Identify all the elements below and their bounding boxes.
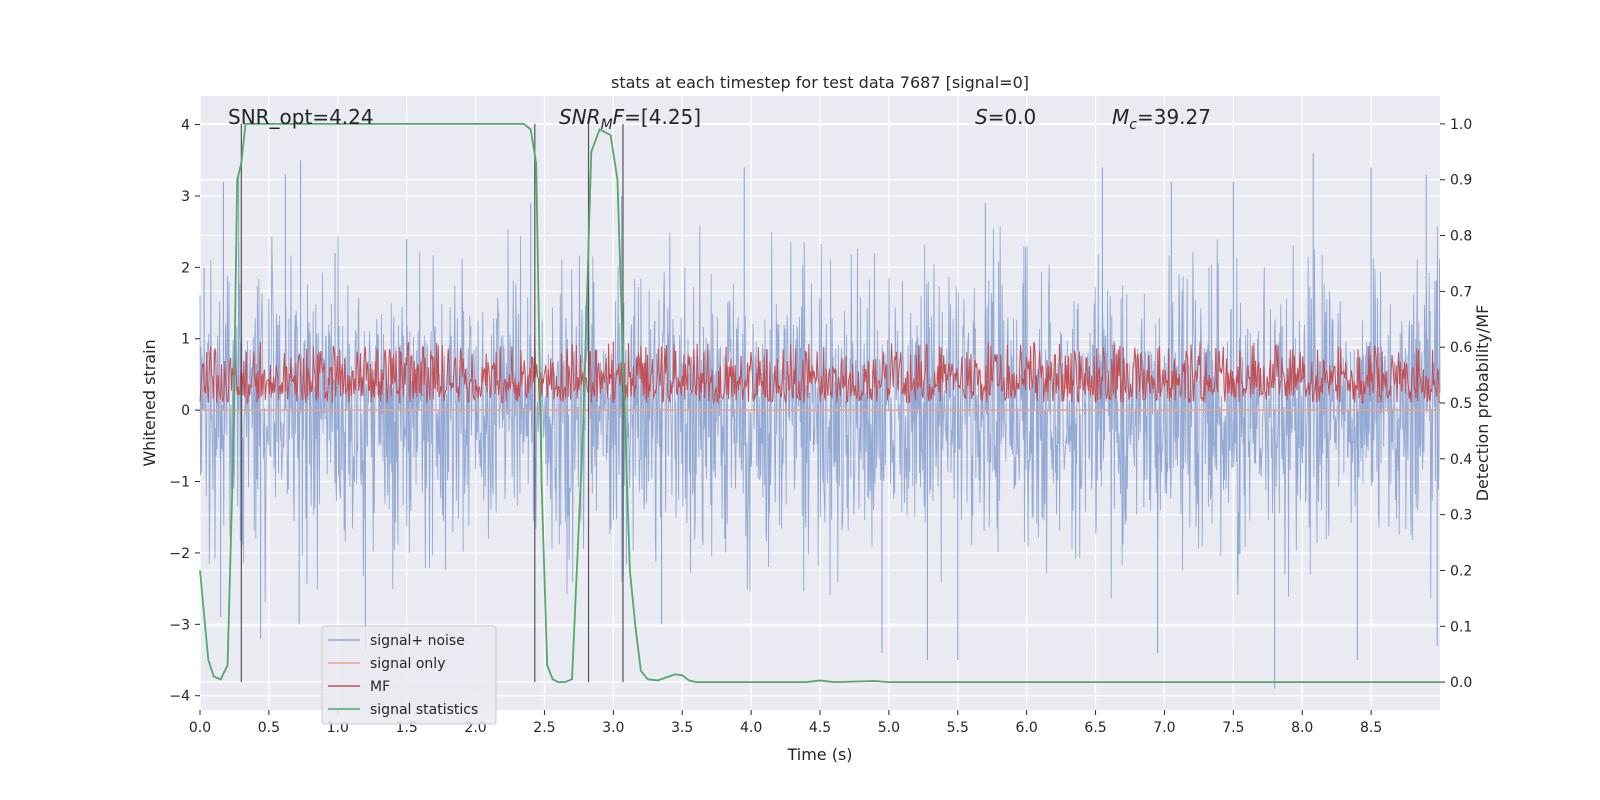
legend: signal+ noise signal only MF signal stat… (321, 625, 497, 725)
y-tick-label-left: 1 (181, 332, 190, 348)
y-tick-label-left: −4 (169, 689, 190, 705)
x-tick-label: 6.0 (1016, 720, 1038, 736)
x-tick-label: 7.5 (1222, 720, 1244, 736)
s-name: S (975, 105, 988, 129)
x-tick-label: 0.5 (258, 720, 280, 736)
x-tick-label: 2.5 (533, 720, 555, 736)
y-tick-label-right: 0.1 (1450, 619, 1472, 635)
x-tick-label: 7.0 (1153, 720, 1175, 736)
y-tick-label-left: 0 (181, 403, 190, 419)
y-tick-label-left: 3 (181, 189, 190, 205)
annotation-snr-mf: SNRMF=[4.25] (559, 105, 701, 133)
snr-mf-rest: F (613, 105, 625, 129)
mc-name: M (1112, 105, 1129, 129)
y-axis-label-right: Detection probability/MF (1473, 305, 1492, 502)
y-tick-label-left: −2 (169, 546, 190, 562)
signal-statistics-series (199, 123, 1440, 683)
x-tick-label: 6.5 (1084, 720, 1106, 736)
x-tick-label: 8.5 (1360, 720, 1382, 736)
legend-box (321, 625, 497, 725)
y-tick-label-right: 0.7 (1450, 284, 1472, 300)
mc-value: =39.27 (1137, 105, 1211, 129)
snr-mf-name: SNR (559, 105, 601, 129)
y-tick-label-right: 0.0 (1450, 675, 1472, 691)
y-ticks-left: 4 3 2 1 0 −1 −2 −3 −4 (169, 118, 200, 705)
legend-label-signal-only: signal only (370, 656, 445, 672)
y-tick-label-left: −3 (169, 617, 190, 633)
annotation-snr-opt: SNR_opt=4.24 (228, 105, 374, 129)
x-tick-label: 8.0 (1291, 720, 1313, 736)
x-tick-label: 4.0 (740, 720, 762, 736)
x-tick-label: 0.0 (189, 720, 211, 736)
y-tick-label-right: 0.6 (1450, 340, 1472, 356)
x-tick-label: 5.0 (878, 720, 900, 736)
legend-label-signal-statistics: signal statistics (370, 702, 478, 718)
legend-label-signal-noise: signal+ noise (370, 633, 465, 649)
y-tick-label-left: 2 (181, 260, 190, 276)
y-tick-label-right: 0.3 (1450, 508, 1472, 524)
annotation-s: S=0.0 (975, 105, 1036, 129)
y-tick-label-left: 4 (181, 118, 190, 134)
x-tick-label: 3.5 (671, 720, 693, 736)
y-tick-label-left: −1 (169, 475, 190, 491)
snr-mf-value: =[4.25] (624, 105, 701, 129)
y-tick-label-right: 0.2 (1450, 563, 1472, 579)
s-value: =0.0 (988, 105, 1037, 129)
y-tick-label-right: 0.8 (1450, 229, 1472, 245)
x-tick-label: 3.0 (602, 720, 624, 736)
y-ticks-right: 1.0 0.9 0.8 0.7 0.6 0.5 0.4 0.3 0.2 0.1 0.0 (1440, 117, 1472, 691)
x-axis-label: Time (s) (786, 745, 852, 764)
annotation-mc: Mc=39.27 (1112, 105, 1211, 133)
y-tick-label-right: 1.0 (1450, 117, 1472, 133)
y-tick-label-right: 0.5 (1450, 396, 1472, 412)
snr-mf-sub: M (601, 117, 613, 133)
signal-statistics-line (199, 123, 1440, 683)
x-tick-label: 4.5 (809, 720, 831, 736)
legend-label-mf: MF (370, 679, 390, 695)
mc-sub: c (1129, 117, 1137, 133)
y-tick-label-right: 0.9 (1450, 173, 1472, 189)
x-tick-label: 5.5 (947, 720, 969, 736)
y-axis-label-left: Whitened strain (140, 339, 159, 466)
y-tick-label-right: 0.4 (1450, 452, 1472, 468)
mf-line (199, 341, 1441, 405)
chart-title: stats at each timestep for test data 768… (611, 73, 1029, 92)
